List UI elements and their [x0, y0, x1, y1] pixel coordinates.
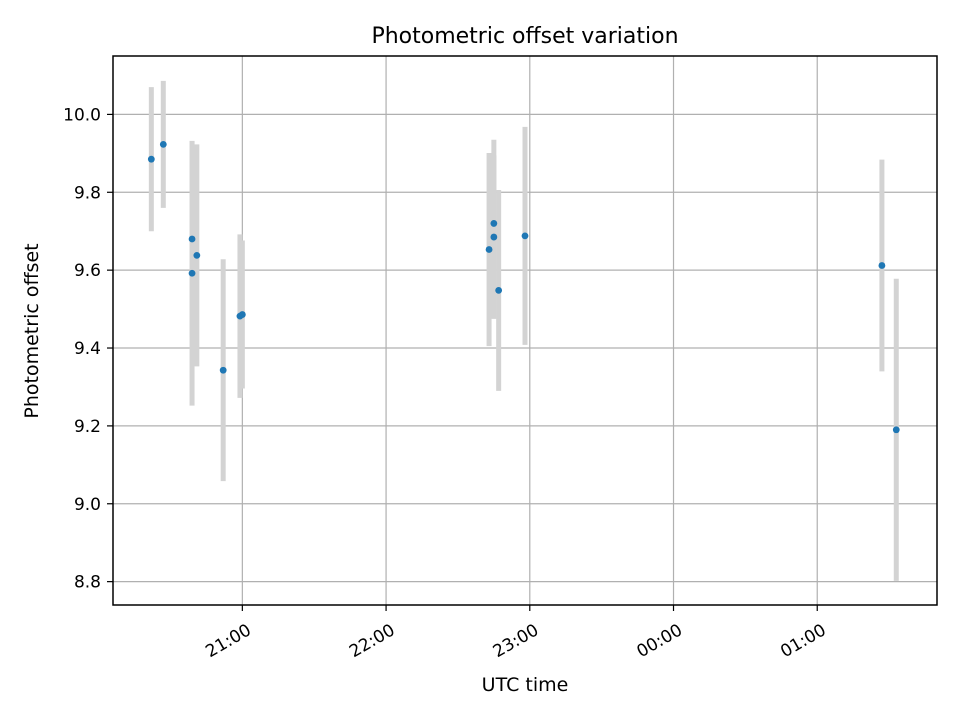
- y-tick-label: 10.0: [63, 105, 101, 125]
- data-point: [490, 233, 498, 241]
- y-tick-label: 9.2: [74, 417, 101, 437]
- x-axis-ticks: 21:00 22:00 23:00 00:00 01:00: [202, 605, 830, 662]
- errorbars: [148, 80, 899, 581]
- data-points: [147, 140, 900, 434]
- data-point: [238, 311, 246, 318]
- y-tick-label: 9.4: [74, 339, 101, 359]
- data-point: [188, 235, 196, 243]
- y-tick-label: 9.0: [74, 495, 101, 515]
- x-axis-label: UTC time: [482, 674, 569, 696]
- data-point: [147, 155, 155, 163]
- data-point: [878, 262, 886, 269]
- x-tick-label: 21:00: [202, 620, 254, 662]
- data-point: [490, 220, 498, 227]
- y-tick-label: 9.8: [74, 183, 101, 203]
- data-point: [521, 232, 529, 240]
- x-tick-label: 22:00: [346, 620, 398, 662]
- y-tick-label: 8.8: [74, 573, 101, 593]
- data-point: [485, 246, 493, 253]
- y-axis-label: Photometric offset: [21, 243, 43, 418]
- x-tick-label: 01:00: [777, 620, 829, 662]
- chart-title: Photometric offset variation: [371, 24, 678, 49]
- y-axis-ticks: 8.8 9.0 9.2 9.4 9.6 9.8 10.0: [63, 105, 113, 593]
- x-tick-label: 23:00: [490, 620, 542, 662]
- x-tick-label: 00:00: [634, 620, 686, 662]
- y-tick-label: 9.6: [74, 261, 101, 281]
- data-point: [193, 251, 201, 259]
- data-point: [892, 426, 900, 434]
- plot-area-frame: [112, 55, 938, 606]
- data-point: [495, 286, 503, 294]
- data-point: [219, 366, 227, 374]
- data-point: [159, 140, 167, 148]
- data-point: [188, 269, 196, 277]
